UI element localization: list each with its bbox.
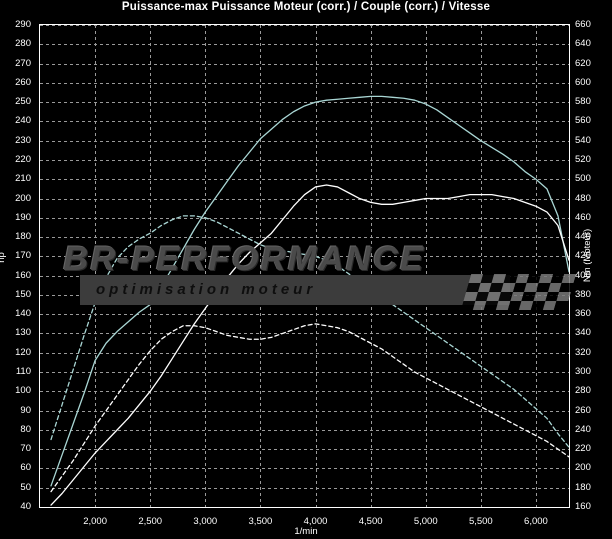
y-left-tick-label: 130 <box>15 327 31 339</box>
y-left-tick-label: 210 <box>15 173 31 185</box>
y-left-tick-label: 150 <box>15 288 31 300</box>
y-right-tick-label: 660 <box>575 19 591 30</box>
chart-title: Puissance-max Puissance Moteur (corr.) /… <box>121 1 491 13</box>
y-right-tick-label: 180 <box>575 481 591 493</box>
x-axis: 2,000 2,500 3,000 3,500 4,000 4,500 5,000 5,500… <box>0 512 612 527</box>
x-tick-label: 3,500 <box>248 516 273 527</box>
y-right-tick-label: 280 <box>575 385 591 397</box>
y-right-tick-label: 420 <box>575 250 591 262</box>
y-right-tick-label: 340 <box>575 327 591 339</box>
y-right-tick-label: 540 <box>575 134 591 146</box>
y-axis-left: 290 280 270 260 250 240 230 220 210 200 190 180 170 1… <box>0 20 35 512</box>
data-curves <box>50 95 569 506</box>
curve-power-solid <box>50 184 569 506</box>
y-right-tick-label: 600 <box>575 76 591 88</box>
y-right-tick-label: 580 <box>575 96 591 108</box>
x-axis-label: 1/min <box>294 526 318 537</box>
y-axis-left-label: hp <box>0 252 7 263</box>
y-left-tick-label: 170 <box>15 250 31 262</box>
y-left-tick-label: 250 <box>15 96 31 108</box>
y-right-tick-label: 380 <box>575 288 591 300</box>
y-left-tick-label: 280 <box>15 38 31 50</box>
y-left-tick-label: 260 <box>15 76 31 88</box>
y-right-tick-label: 520 <box>575 153 591 165</box>
y-right-tick-label: 160 <box>575 501 591 512</box>
y-left-tick-label: 230 <box>15 134 31 146</box>
y-left-tick-label: 50 <box>20 481 31 493</box>
y-left-tick-label: 190 <box>15 211 31 223</box>
y-right-tick-label: 220 <box>575 443 591 455</box>
y-left-tick-label: 90 <box>20 404 31 416</box>
chart-svg <box>40 25 569 507</box>
x-tick-label: 5,500 <box>468 516 493 527</box>
curve-torque-solid <box>50 95 569 487</box>
y-left-tick-label: 140 <box>15 308 31 320</box>
y-right-tick-label: 440 <box>575 231 591 243</box>
y-right-tick-label: 640 <box>575 38 591 50</box>
y-right-tick-label: 200 <box>575 462 591 474</box>
y-left-tick-label: 270 <box>15 57 31 69</box>
y-right-tick-label: 620 <box>575 57 591 69</box>
y-right-tick-label: 400 <box>575 269 591 281</box>
gridlines <box>40 25 569 507</box>
x-tick-label: 2,000 <box>83 516 107 527</box>
y-left-tick-label: 120 <box>15 346 31 358</box>
y-left-tick-label: 220 <box>15 153 31 165</box>
y-left-tick-label: 200 <box>15 192 31 204</box>
y-right-tick-label: 360 <box>575 308 591 320</box>
y-left-tick-label: 110 <box>15 366 31 378</box>
y-left-tick-label: 100 <box>15 385 31 397</box>
y-right-tick-label: 300 <box>575 366 591 378</box>
y-left-tick-label: 290 <box>15 19 31 30</box>
y-left-tick-label: 240 <box>15 115 31 127</box>
y-left-tick-label: 80 <box>20 423 31 435</box>
x-tick-label: 4,500 <box>358 516 383 527</box>
x-tick-label: 3,000 <box>193 516 218 527</box>
x-tick-label: 2,500 <box>138 516 163 527</box>
y-right-tick-label: 560 <box>575 115 591 127</box>
x-tick-label: 5,000 <box>413 516 438 527</box>
y-axis-right-label: Nm (Moteur) <box>582 228 594 283</box>
x-tick-label: 4,000 <box>303 516 328 527</box>
y-right-tick-label: 260 <box>575 404 591 416</box>
y-right-tick-label: 320 <box>575 346 591 358</box>
y-right-tick-label: 480 <box>575 192 591 204</box>
y-left-tick-label: 180 <box>15 231 31 243</box>
x-tick-label: 6,000 <box>524 516 548 527</box>
y-left-tick-label: 40 <box>20 501 31 512</box>
plot-area: BR-PERFORMANCE optimisation moteur <box>39 24 577 508</box>
y-left-tick-label: 60 <box>20 462 31 474</box>
y-right-tick-label: 460 <box>575 211 591 223</box>
y-right-tick-label: 500 <box>575 173 591 185</box>
curve-torque-dashed <box>50 215 569 448</box>
y-right-tick-label: 240 <box>575 423 591 435</box>
y-left-tick-label: 160 <box>15 269 31 281</box>
y-left-tick-label: 70 <box>20 443 31 455</box>
y-axis-right: 660 640 620 600 580 560 540 520 500 480 460 440 420 4… <box>573 20 612 512</box>
curve-power-dashed <box>50 323 569 493</box>
